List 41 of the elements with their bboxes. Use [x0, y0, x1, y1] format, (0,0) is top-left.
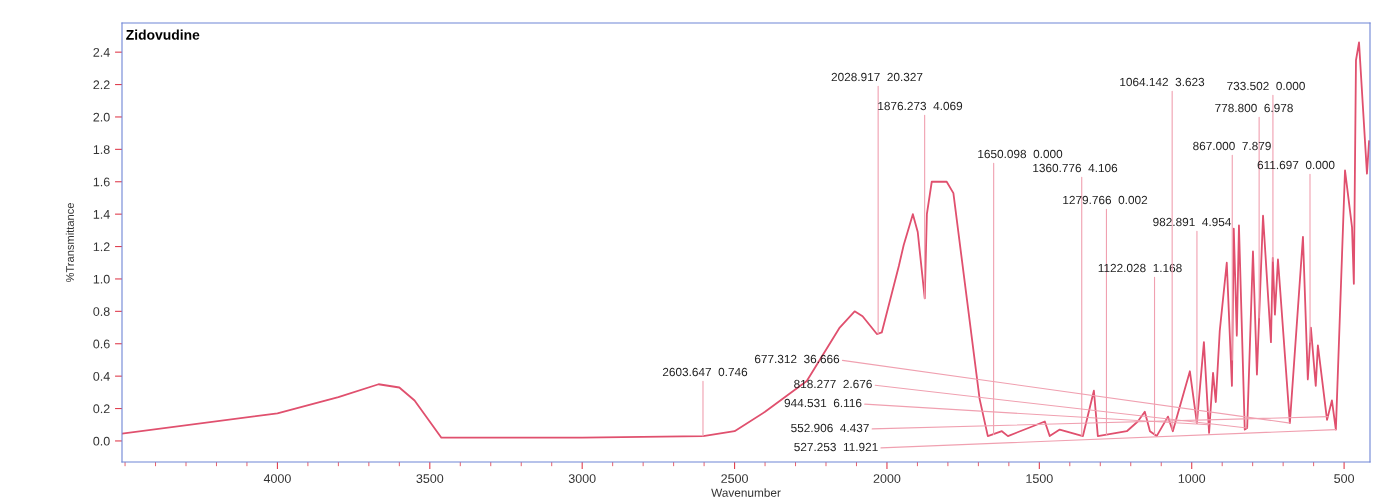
y-tick-label: 0.0 [93, 436, 110, 446]
chart-title: Zidovudine [126, 29, 200, 40]
annotation: 1876.273 4.069 [878, 101, 963, 111]
y-tick-label: 2.4 [93, 47, 110, 57]
annotation: 527.253 11.921 [794, 442, 878, 452]
y-tick-label: 1.8 [93, 145, 110, 155]
line-series [122, 41, 1370, 439]
annotation: 1064.142 3.623 [1120, 77, 1205, 87]
x-tick-label: 500 [1334, 474, 1355, 483]
x-tick-label: 2000 [873, 474, 901, 483]
y-tick-label: 0.8 [93, 307, 110, 316]
x-tick-label: 3000 [568, 474, 596, 483]
y-tick-label: 0.2 [93, 404, 110, 414]
annotation: 552.906 4.437 [791, 423, 869, 433]
y-tick-label: 1.4 [93, 210, 110, 219]
x-tick-label: 3500 [416, 474, 444, 483]
x-tick-label: 4000 [263, 474, 291, 483]
y-tick-label: 1.2 [93, 242, 110, 252]
y-tick-label: 0.4 [93, 371, 110, 381]
x-tick-label: 2500 [721, 474, 748, 483]
x-tick-label: 1500 [1026, 474, 1053, 483]
y-axis-title: %Transmittance [65, 203, 74, 283]
annotation: 2028.917 20.327 [831, 72, 923, 82]
annotation: 1122.028 1.168 [1098, 263, 1182, 273]
x-axis-title: Wavenumber [711, 488, 781, 497]
annotation: 944.531 6.116 [784, 398, 862, 408]
annotation: 982.891 4.954 [1153, 217, 1232, 227]
annotation: 1279.766 0.002 [1063, 195, 1148, 205]
y-tick-label: 2.0 [93, 112, 110, 122]
annotation: 1650.098 0.000 [978, 149, 1063, 159]
x-tick-label: 1000 [1178, 474, 1206, 483]
y-tick-label: 0.6 [93, 339, 110, 349]
annotation: 1360.776 4.106 [1033, 163, 1118, 173]
annotation: 867.000 7.879 [1193, 141, 1271, 151]
annotation: 733.502 0.000 [1227, 81, 1305, 91]
y-tick-label: 2.2 [93, 80, 110, 90]
annotation: 778.800 6.978 [1215, 103, 1293, 113]
y-tick-label: 1.0 [93, 274, 110, 284]
annotation: 2603.647 0.746 [662, 367, 748, 377]
annotation: 611.697 0.000 [1257, 160, 1335, 170]
y-tick-label: 1.6 [93, 177, 110, 187]
